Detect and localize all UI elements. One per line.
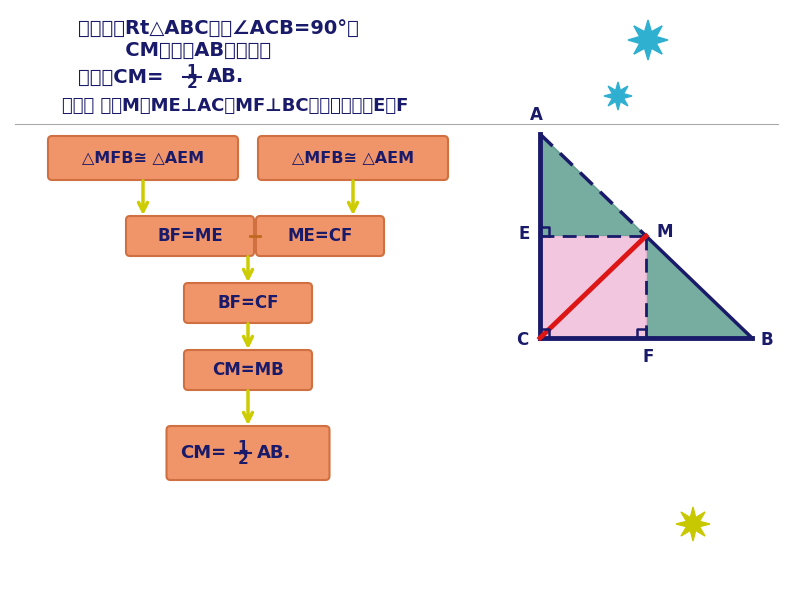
Text: 2: 2	[237, 452, 249, 467]
FancyBboxPatch shape	[126, 216, 254, 256]
Text: 分析： 过点M作ME⊥AC，MF⊥BC，垂足分别为E、F: 分析： 过点M作ME⊥AC，MF⊥BC，垂足分别为E、F	[62, 97, 408, 115]
FancyBboxPatch shape	[184, 350, 312, 390]
Text: △MFB≅ △AEM: △MFB≅ △AEM	[82, 151, 204, 166]
Polygon shape	[676, 507, 710, 541]
Text: ME=CF: ME=CF	[287, 227, 353, 245]
FancyBboxPatch shape	[256, 216, 384, 256]
Polygon shape	[604, 82, 632, 110]
Polygon shape	[540, 236, 646, 338]
Text: △MFB≅ △AEM: △MFB≅ △AEM	[292, 151, 414, 166]
Text: 1: 1	[187, 64, 197, 79]
Text: 1: 1	[237, 439, 249, 455]
FancyBboxPatch shape	[184, 283, 312, 323]
Polygon shape	[646, 236, 752, 338]
Text: 求证：CM=: 求证：CM=	[78, 67, 164, 86]
Text: CM=MB: CM=MB	[212, 361, 284, 379]
Polygon shape	[628, 20, 668, 60]
Text: A: A	[530, 106, 542, 124]
FancyBboxPatch shape	[48, 136, 238, 180]
Text: 已知：在Rt△ABC中，∠ACB=90°，: 已知：在Rt△ABC中，∠ACB=90°，	[78, 18, 359, 38]
Text: B: B	[760, 331, 773, 349]
Polygon shape	[540, 134, 646, 236]
Text: CM是斜边AB上的中线: CM是斜边AB上的中线	[78, 41, 271, 60]
Text: M: M	[656, 223, 673, 241]
Text: 2: 2	[187, 76, 198, 91]
Text: F: F	[642, 348, 653, 366]
FancyBboxPatch shape	[258, 136, 448, 180]
Text: AB.: AB.	[207, 67, 245, 86]
Text: BF=ME: BF=ME	[157, 227, 223, 245]
Text: AB.: AB.	[257, 444, 291, 462]
FancyBboxPatch shape	[167, 426, 330, 480]
Text: CM=: CM=	[180, 444, 226, 462]
Text: BF=CF: BF=CF	[218, 294, 279, 312]
Text: C: C	[516, 331, 528, 349]
Text: E: E	[518, 225, 530, 243]
